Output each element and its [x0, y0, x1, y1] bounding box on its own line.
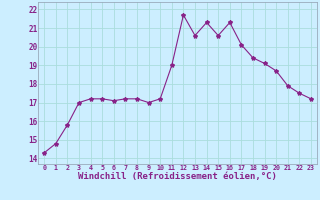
X-axis label: Windchill (Refroidissement éolien,°C): Windchill (Refroidissement éolien,°C) — [78, 172, 277, 181]
